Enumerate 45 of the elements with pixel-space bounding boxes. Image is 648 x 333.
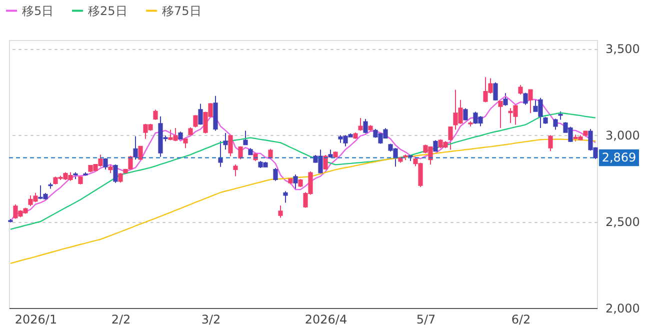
candlestick: [218, 140, 223, 168]
candlestick: [358, 117, 363, 132]
candlestick: [193, 114, 198, 128]
x-tick-label: 3/2: [201, 312, 221, 326]
candlestick: [198, 103, 203, 126]
candlestick: [548, 134, 553, 152]
candlestick: [493, 82, 498, 102]
x-tick-label: 6/2: [511, 312, 531, 326]
legend-label: 移5日: [22, 4, 54, 18]
y-tick-label: 2,000: [606, 302, 640, 316]
candlestick: [503, 92, 508, 106]
candlestick: [268, 148, 273, 160]
candlestick: [153, 109, 158, 120]
x-tick-label: 2026/4: [304, 312, 348, 326]
candlestick: [293, 174, 298, 190]
candlestick: [363, 118, 368, 134]
candlestick: [233, 164, 238, 177]
candlestick: [528, 89, 533, 114]
candlestick: [223, 132, 228, 150]
candlestick: [138, 146, 143, 162]
candlestick: [553, 118, 558, 130]
candlestick: [518, 84, 523, 95]
y-tick-label: 3,000: [606, 128, 640, 143]
candlestick: [463, 108, 468, 121]
candlestick: [133, 136, 138, 160]
legend-label: 移25日: [88, 4, 128, 18]
candlestick: [448, 126, 453, 150]
legend-label: 移75日: [162, 4, 202, 18]
candlestick: [238, 146, 243, 160]
candlestick: [118, 172, 123, 184]
candlestick: [498, 100, 503, 129]
candlestick: [113, 164, 118, 184]
candlestick: [273, 167, 278, 182]
candlestick: [243, 130, 248, 146]
x-tick-label: 2/2: [111, 312, 131, 326]
candlestick: [283, 190, 288, 204]
y-tick-label: 2,500: [606, 215, 640, 230]
candlestick: [523, 92, 528, 106]
x-tick-label: 2026/1: [14, 312, 58, 326]
y-tick-label: 3,500: [606, 42, 640, 56]
x-tick-label: 5/7: [416, 312, 436, 326]
candlestick: [228, 134, 233, 157]
candlestick: [183, 138, 188, 149]
candlestick: [278, 204, 283, 218]
ref-line-label: 2,869: [602, 150, 636, 165]
